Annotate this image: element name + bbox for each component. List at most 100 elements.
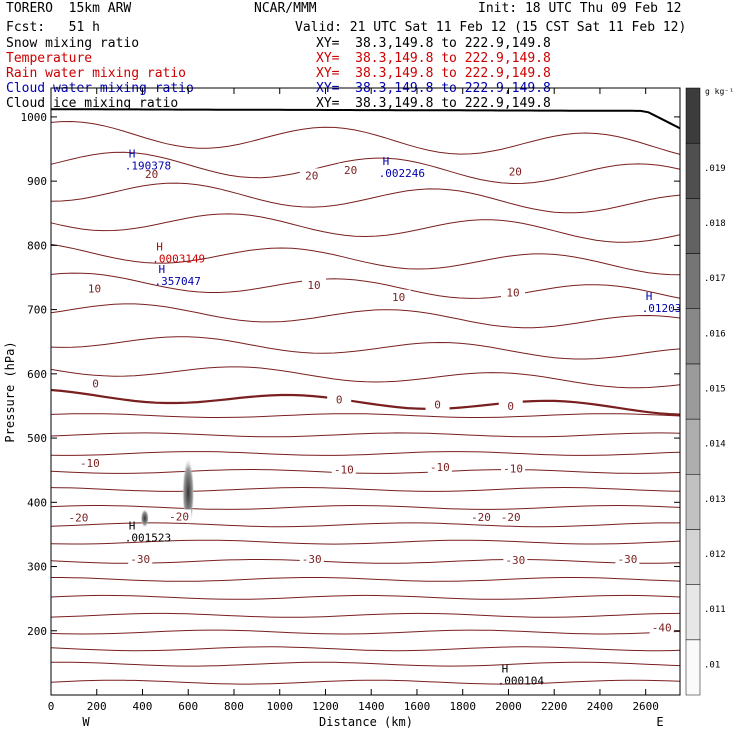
- isotherm-line: [50, 451, 681, 456]
- isotherm-line: [51, 577, 681, 582]
- contour-label-bg: [501, 285, 526, 299]
- contour-label-bg: [167, 509, 192, 523]
- contour-label-bg: [503, 553, 528, 567]
- isotherm-line: [50, 413, 681, 418]
- contour-label-bg: [503, 164, 528, 178]
- isotherm-line: [50, 594, 681, 600]
- field-temperature: Temperature: [6, 51, 93, 66]
- contour-label: -10: [80, 457, 100, 470]
- x-tick-label: 1000: [266, 700, 293, 713]
- isotherm-line: [50, 366, 681, 389]
- isotherm-line: [50, 388, 681, 416]
- max-marker: H: [383, 155, 390, 168]
- xy-snow: XY= 38.3,149.8 to 222.9,149.8: [316, 36, 551, 51]
- isotherm-line: [50, 468, 681, 474]
- colorbar-swatch: [685, 308, 701, 365]
- x-tick-label: 2600: [632, 700, 659, 713]
- max-marker: H: [159, 263, 166, 276]
- max-value: .0003149: [152, 253, 205, 266]
- contour-label: 10: [506, 286, 519, 299]
- isotherm-line: [50, 661, 681, 667]
- contour-label: -30: [505, 554, 525, 567]
- contour-label-bg: [82, 281, 107, 295]
- x-tick-label: 2400: [587, 700, 614, 713]
- colorbar-tick-label: .011: [704, 605, 726, 615]
- contour-label-bg: [327, 392, 352, 406]
- contour-label: 10: [392, 291, 405, 304]
- contour-label-bg: [66, 510, 91, 524]
- isotherm-line: [50, 272, 681, 299]
- x-tick-label: 0: [48, 700, 55, 713]
- colorbar-swatch: [685, 584, 701, 641]
- max-marker: H: [502, 663, 509, 676]
- surface-line: [51, 108, 681, 130]
- isotherm-line: [50, 612, 681, 618]
- x-tick-label: 1200: [312, 700, 339, 713]
- max-marker: H: [646, 290, 653, 303]
- isotherm-line: [50, 559, 681, 564]
- contour-label: -10: [334, 464, 354, 477]
- isotherm-line: [50, 646, 681, 652]
- y-tick-label: 500: [27, 432, 47, 445]
- x-tick-label: 2200: [541, 700, 568, 713]
- contour-label: 0: [507, 400, 514, 413]
- contour-label: 10: [307, 279, 320, 292]
- field-cloud-ice: Cloud ice mixing ratio: [6, 96, 179, 111]
- y-tick-label: 600: [27, 368, 47, 381]
- contour-label-bg: [83, 376, 108, 390]
- colorbar-swatch: [685, 198, 701, 254]
- max-marker: H: [129, 147, 136, 160]
- east-label: E: [656, 715, 663, 729]
- isotherm-line: [50, 679, 681, 685]
- contour-label: -30: [130, 553, 150, 566]
- contour-label-bg: [338, 163, 363, 177]
- max-value: .357047: [155, 275, 201, 288]
- contour-label-bg: [498, 510, 523, 524]
- max-value: .002246: [379, 167, 425, 180]
- isotherm-line: [50, 522, 680, 528]
- colorbar-tick-label: .014: [704, 440, 726, 450]
- x-tick-label: 400: [133, 700, 153, 713]
- colorbar-tick-label: .01: [704, 660, 720, 670]
- colorbar-swatch: [685, 529, 701, 585]
- colorbar-unit: g kg⁻¹: [705, 87, 734, 96]
- colorbar-tick-label: .012: [704, 550, 726, 560]
- contour-label: -20: [169, 510, 189, 523]
- contour-label-bg: [469, 510, 494, 524]
- contour-label: 20: [509, 166, 522, 179]
- colorbar-swatch: [685, 474, 701, 530]
- contour-label: 20: [344, 164, 357, 177]
- contour-label: -20: [69, 512, 89, 525]
- valid-time: Valid: 21 UTC Sat 11 Feb 12 (15 CST Sat …: [295, 20, 687, 35]
- contour-label: -10: [430, 461, 450, 474]
- max-value: .000104: [498, 675, 545, 688]
- plot-frame: [50, 87, 681, 696]
- contour-label: -30: [617, 553, 637, 566]
- isotherm-line: [50, 504, 681, 510]
- contour-label-bg: [128, 551, 153, 565]
- contour-label: -40: [652, 622, 672, 635]
- xy-cloud-ice: XY= 38.3,149.8 to 222.9,149.8: [316, 96, 551, 111]
- field-rain: Rain water mixing ratio: [6, 66, 187, 81]
- y-tick-label: 400: [27, 496, 47, 509]
- colorbar-tick-label: .016: [704, 329, 726, 339]
- contour-label: -20: [471, 511, 491, 524]
- max-value: .001523: [125, 531, 171, 544]
- colorbar-tick-label: .015: [704, 385, 726, 395]
- colorbar-swatch: [685, 142, 701, 199]
- contour-label-bg: [427, 459, 452, 473]
- contour-label-bg: [649, 620, 674, 634]
- contour-label: 0: [336, 394, 343, 407]
- colorbar-swatch: [685, 253, 701, 309]
- west-label: W: [82, 715, 90, 729]
- xy-temperature: XY= 38.3,149.8 to 222.9,149.8: [316, 51, 551, 66]
- colorbar-tick-label: .019: [704, 164, 726, 174]
- contour-label-bg: [302, 278, 327, 292]
- max-value: .190378: [125, 159, 171, 172]
- isotherm-line: [50, 432, 681, 438]
- y-tick-label: 300: [27, 561, 47, 574]
- colorbar-tick-label: .013: [704, 495, 726, 505]
- isotherm-line: [50, 120, 681, 155]
- contour-label-bg: [615, 551, 640, 565]
